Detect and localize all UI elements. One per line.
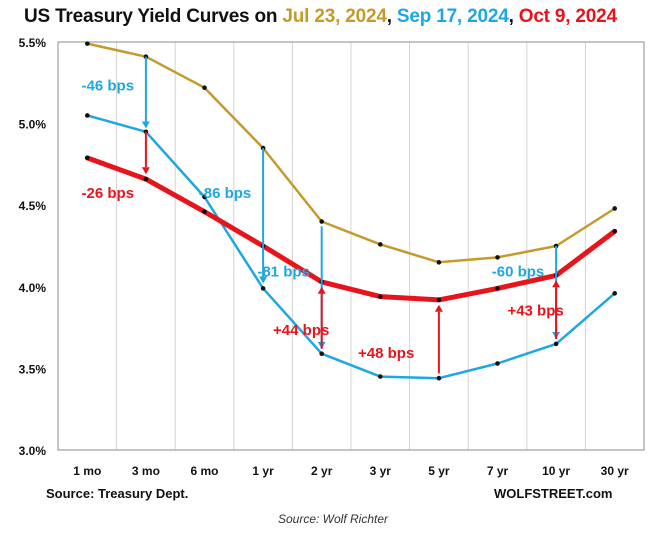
title-prefix: US Treasury Yield Curves on [24, 6, 283, 27]
change-arrow-head [552, 280, 561, 288]
series-line [84, 155, 618, 303]
change-arrow-head [434, 304, 443, 312]
data-point [143, 176, 149, 182]
y-tick-label: 4.0% [19, 281, 47, 295]
y-tick-label: 5.5% [19, 36, 47, 50]
data-point [436, 297, 442, 303]
data-point [612, 291, 617, 296]
bps-change-label: +48 bps [358, 345, 414, 362]
x-tick-label: 2 yr [311, 464, 333, 478]
x-tick-label: 30 yr [601, 464, 629, 478]
x-tick-label: 3 yr [370, 464, 392, 478]
data-point [202, 209, 207, 215]
y-tick-label: 5.0% [19, 118, 47, 132]
data-point [436, 375, 442, 381]
x-tick-label: 7 yr [487, 464, 509, 478]
title-sep-2: , [508, 6, 519, 27]
image-caption: Source: Wolf Richter [277, 512, 389, 526]
bps-change-label: -86 bps [199, 185, 252, 202]
x-tick-label: 6 mo [190, 464, 218, 478]
data-point [378, 242, 383, 247]
data-point [319, 219, 325, 224]
data-point [85, 155, 90, 161]
bps-change-label: -81 bps [257, 263, 310, 280]
data-point [202, 85, 207, 90]
series-line [86, 42, 616, 264]
source-wolfstreet: WOLFSTREET.com [494, 486, 613, 501]
data-point [495, 361, 500, 366]
bps-change-label: +44 bps [273, 322, 329, 339]
data-point [612, 229, 617, 234]
change-arrow-head [317, 286, 326, 294]
x-tick-label: 1 yr [252, 464, 274, 478]
data-point [85, 113, 90, 118]
x-tick-label: 10 yr [542, 464, 570, 478]
bps-change-label: -60 bps [492, 263, 545, 280]
change-arrow-head [141, 167, 150, 175]
title-date-jul: Jul 23, 2024 [282, 6, 387, 27]
data-point [436, 260, 442, 265]
chart-title: US Treasury Yield Curves on Jul 23, 2024… [24, 6, 617, 28]
y-tick-label: 3.5% [19, 362, 47, 376]
title-sep-1: , [386, 6, 397, 27]
source-treasury: Source: Treasury Dept. [46, 486, 189, 501]
y-tick-label: 4.5% [19, 199, 47, 213]
bps-change-label: +43 bps [507, 303, 563, 320]
x-tick-label: 3 mo [132, 464, 160, 478]
change-arrow-head [141, 121, 150, 129]
data-point [378, 374, 383, 379]
data-point [260, 286, 266, 291]
x-tick-label: 1 mo [73, 464, 101, 478]
change-arrow-head [259, 276, 268, 284]
bps-change-label: -26 bps [82, 185, 135, 202]
data-point [553, 341, 559, 347]
title-date-oct: Oct 9, 2024 [518, 6, 617, 27]
data-point [495, 286, 500, 291]
data-point [319, 351, 325, 357]
data-point [495, 255, 500, 260]
x-tick-label: 5 yr [428, 464, 450, 478]
title-date-sep: Sep 17, 2024 [396, 6, 509, 27]
bps-change-label: -46 bps [82, 77, 135, 94]
plot-area-border [57, 41, 645, 451]
data-point [85, 41, 90, 46]
data-point [202, 194, 207, 200]
data-point [612, 206, 617, 211]
series-line [86, 114, 616, 380]
y-tick-label: 3.0% [19, 444, 47, 458]
data-point [378, 294, 383, 299]
